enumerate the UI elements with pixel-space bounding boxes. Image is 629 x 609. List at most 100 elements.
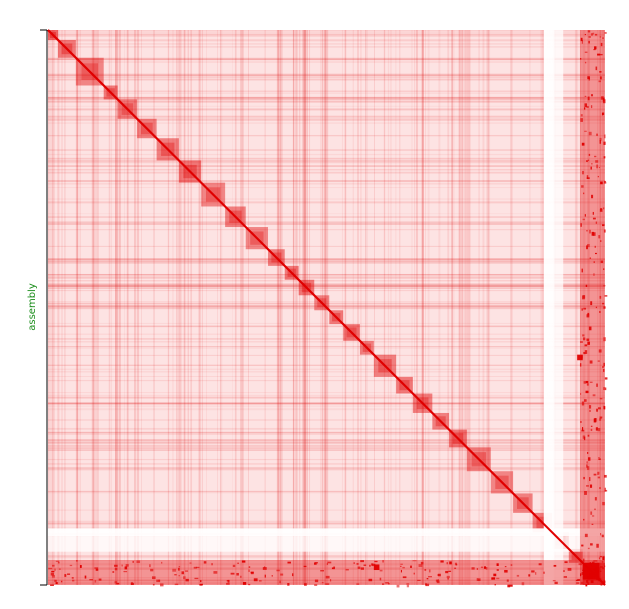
edge-dot (588, 326, 592, 331)
edge-dot (585, 584, 588, 587)
edge-dot (382, 560, 384, 563)
texture-stripe-horizontal (48, 341, 605, 343)
texture-stripe-horizontal (48, 273, 605, 276)
edge-dot (55, 560, 60, 562)
edge-dot (584, 95, 587, 97)
edge-dot (428, 576, 432, 578)
edge-dot (581, 544, 584, 547)
texture-stripe-horizontal (48, 169, 605, 171)
edge-dot (599, 397, 603, 400)
edge-dot (586, 175, 589, 179)
edge-dot (253, 578, 258, 582)
edge-dot (200, 580, 202, 583)
band-vertical (579, 30, 605, 585)
texture-stripe-horizontal (48, 379, 605, 382)
texture-stripe-vertical (352, 30, 354, 585)
texture-stripe-vertical (110, 30, 112, 585)
edge-dot (602, 501, 605, 506)
edge-dot (594, 245, 596, 248)
edge-dot (604, 487, 606, 492)
texture-stripe-horizontal (48, 57, 605, 61)
edge-dot (603, 362, 605, 367)
texture-stripe-horizontal (48, 325, 605, 328)
edge-dot (496, 577, 500, 580)
texture-stripe-horizontal (48, 258, 605, 261)
texture-stripe-horizontal (48, 260, 605, 263)
edge-dot (412, 560, 417, 562)
texture-stripe-horizontal (48, 274, 605, 275)
edge-dot (51, 570, 55, 573)
edge-dot (592, 32, 595, 35)
texture-stripe-vertical (177, 30, 180, 585)
texture-stripe-vertical (234, 30, 237, 585)
edge-dot (594, 33, 598, 36)
texture-stripe-vertical (183, 30, 185, 585)
edge-dot (602, 207, 605, 210)
edge-dot (587, 96, 590, 101)
edge-dot (583, 337, 586, 341)
edge-dot (333, 566, 336, 570)
edge-dot (585, 380, 589, 384)
edge-dot (586, 229, 588, 232)
edge-dot (575, 579, 579, 581)
edge-dot (504, 566, 507, 568)
edge-dot (588, 457, 591, 461)
texture-stripe-vertical (51, 30, 54, 585)
edge-dot (595, 306, 597, 309)
texture-stripe-vertical (540, 30, 542, 585)
edge-dot (603, 406, 606, 410)
texture-stripe-horizontal (48, 284, 605, 287)
texture-stripe-vertical (198, 30, 201, 585)
edge-dot (189, 562, 192, 564)
edge-dot (402, 566, 405, 569)
texture-stripe-vertical (303, 30, 306, 585)
edge-dot (592, 515, 595, 517)
texture-stripe-horizontal (48, 149, 605, 151)
texture-stripe-vertical (232, 30, 233, 585)
edge-dot (584, 344, 588, 347)
edge-dot (584, 350, 588, 354)
texture-stripe-horizontal (48, 285, 605, 287)
edge-dot (227, 579, 230, 583)
edge-dot (510, 564, 513, 566)
edge-dot (203, 561, 207, 564)
texture-stripe-vertical (128, 30, 129, 585)
edge-dot (241, 560, 246, 563)
edge-dot (94, 580, 97, 583)
texture-stripe-horizontal (48, 221, 605, 223)
edge-dot (599, 487, 601, 490)
hotspot (582, 562, 600, 580)
edge-dot (583, 192, 585, 195)
edge-dot (76, 560, 78, 562)
edge-dot (400, 563, 403, 565)
edge-dot (264, 566, 266, 568)
edge-dot (564, 561, 568, 564)
edge-dot (379, 569, 383, 572)
edge-dot (95, 568, 99, 571)
edge-dot (579, 341, 583, 343)
texture-stripe-vertical (57, 30, 60, 585)
texture-stripe-vertical (118, 30, 121, 585)
edge-dot (112, 571, 115, 573)
texture-stripe-horizontal (48, 77, 605, 79)
edge-dot (598, 458, 601, 460)
edge-dot (602, 302, 605, 305)
edge-dot (588, 40, 590, 44)
edge-dot (588, 36, 591, 38)
texture-stripe-horizontal (48, 96, 605, 100)
edge-dot (598, 557, 601, 560)
edge-dot (360, 567, 364, 570)
band-vertical (554, 30, 564, 585)
edge-dot (599, 566, 603, 568)
edge-dot (325, 583, 330, 585)
texture-stripe-horizontal (48, 582, 605, 585)
edge-dot (259, 580, 262, 582)
edge-dot (55, 582, 58, 585)
edge-dot (586, 461, 588, 464)
edge-dot (535, 572, 537, 575)
texture-stripe-horizontal (48, 245, 605, 247)
texture-stripe-horizontal (48, 466, 605, 470)
edge-dot (325, 575, 330, 579)
edge-dot (183, 576, 186, 580)
edge-dot (580, 573, 582, 577)
